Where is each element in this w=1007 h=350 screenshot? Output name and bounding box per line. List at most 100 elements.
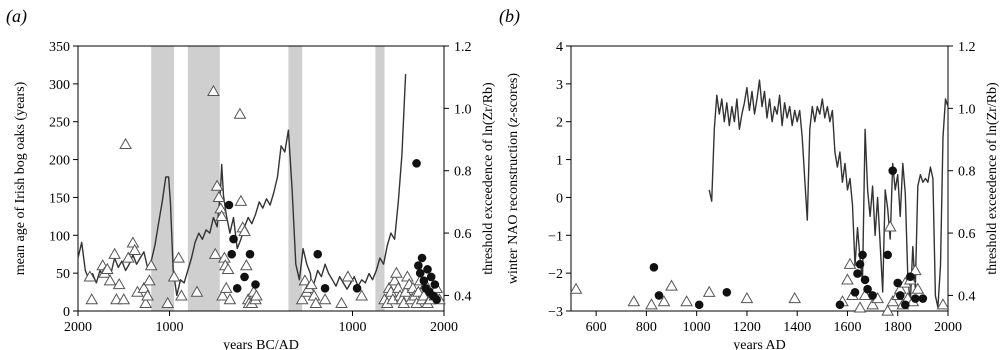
y2-tick-label: 1.0 (958, 102, 976, 117)
triangle-point (788, 292, 802, 304)
dot-point (313, 249, 323, 259)
x-tick-label: 1800 (884, 320, 912, 335)
triangle-point (119, 137, 132, 150)
y-axis-label: winter NAO reconstruction (z-scores) (506, 73, 521, 284)
triangle-point (318, 293, 332, 305)
triangle-point (680, 295, 693, 307)
triangle-point (210, 179, 224, 191)
triangle-point (335, 296, 348, 309)
dot-point (893, 278, 903, 288)
shaded-band-4 (375, 46, 385, 311)
y-tick-label: 0 (556, 191, 563, 206)
triangle-point (250, 289, 263, 301)
y-axis-label-part: z (506, 117, 521, 124)
triangle-point (139, 296, 153, 309)
triangle-point (216, 289, 229, 301)
triangle-point (388, 274, 401, 286)
y-tick-label: 50 (56, 267, 70, 282)
triangle-point (304, 277, 318, 290)
dot-point (895, 291, 905, 300)
y-axis-label-part: winter NAO reconstruction ( (506, 122, 521, 284)
y-tick-label: 1 (556, 154, 563, 169)
y2-axis-label: threshold exceedence of ln(Zr/Rb) (985, 82, 1000, 275)
dot-point (412, 159, 421, 168)
triangle-point (883, 220, 897, 232)
x-tick-label: 800 (636, 320, 657, 335)
dot-point (722, 287, 732, 297)
triangle-point (665, 279, 678, 291)
triangle-point (103, 274, 117, 286)
y2-tick-label: 0.6 (958, 227, 976, 242)
panel-a: 2000 1000 1000 20000501001502002503003500.4… (6, 6, 496, 350)
x-tick-label: 2000 (430, 320, 458, 335)
triangle-point (412, 285, 425, 297)
y-tick-label: 200 (49, 154, 70, 169)
dot-point (232, 283, 242, 293)
triangle-point (866, 298, 879, 310)
triangle-point (406, 281, 420, 293)
triangle-point (172, 251, 186, 263)
triangle-point (886, 295, 900, 307)
triangle-point (219, 281, 233, 293)
dot-point (227, 249, 237, 259)
shaded-band-3 (288, 46, 303, 311)
triangle-point (167, 270, 181, 282)
dot-point (911, 294, 920, 303)
triangle-point (143, 274, 156, 286)
plot-frame (570, 45, 949, 312)
x-tick-label: 1200 (733, 320, 761, 335)
triangle-point (390, 266, 403, 278)
y-tick-label: 250 (49, 116, 70, 131)
triangle-point (391, 281, 405, 293)
x-tick-label: 600 (586, 320, 607, 335)
dot-point (883, 250, 892, 260)
triangle-point (233, 107, 247, 119)
dot-point (415, 268, 425, 278)
triangle-point (126, 236, 140, 248)
triangle-point (627, 295, 641, 307)
triangle-point (740, 292, 754, 304)
y2-axis-label: threshold exceedence of ln(Zr/Rb) (481, 82, 496, 275)
triangle-point (295, 293, 309, 305)
triangle-point (121, 251, 135, 263)
y-tick-label: 100 (49, 229, 70, 244)
triangle-point (161, 296, 175, 309)
triangle-point (234, 194, 248, 206)
dot-point (352, 283, 362, 293)
y-tick-label: 350 (49, 40, 70, 55)
triangle-point (144, 259, 158, 271)
dot-point (240, 272, 249, 282)
panel-b: 600 800 1000 1200 1400 1600 1800 2000 −3 −2 −1 0 1 2 3… (499, 6, 1000, 350)
dot-point (654, 291, 664, 300)
x-tick-label: 1400 (783, 320, 811, 335)
dot-point (694, 300, 704, 310)
y-tick-label: 4 (556, 40, 563, 55)
dot-point (835, 300, 845, 310)
triangle-point (215, 209, 229, 221)
dot-point (888, 166, 898, 176)
triangle-point (298, 274, 312, 286)
dot-point (853, 269, 862, 278)
line-series (77, 74, 407, 297)
triangle-point (569, 282, 583, 294)
dot-point (432, 295, 441, 304)
y2-tick-label: 0.4 (958, 289, 976, 304)
dot-point (417, 253, 427, 263)
dot-point (423, 265, 432, 274)
dot-point (426, 272, 436, 282)
x-axis-label: years BC/AD (223, 338, 299, 350)
triangle-point (238, 224, 251, 237)
triangle-point (309, 296, 323, 309)
dot-point (320, 283, 330, 293)
triangle-point (208, 247, 222, 259)
dot-point (868, 291, 877, 300)
triangle-point (841, 273, 854, 285)
y2-tick-label: 0.8 (958, 165, 976, 180)
triangle-point (858, 288, 872, 301)
triangle-point (307, 289, 321, 301)
dot-point (251, 280, 260, 289)
data-layer (569, 79, 950, 316)
plot-frame (77, 45, 445, 312)
y-tick-label: 300 (49, 78, 70, 93)
